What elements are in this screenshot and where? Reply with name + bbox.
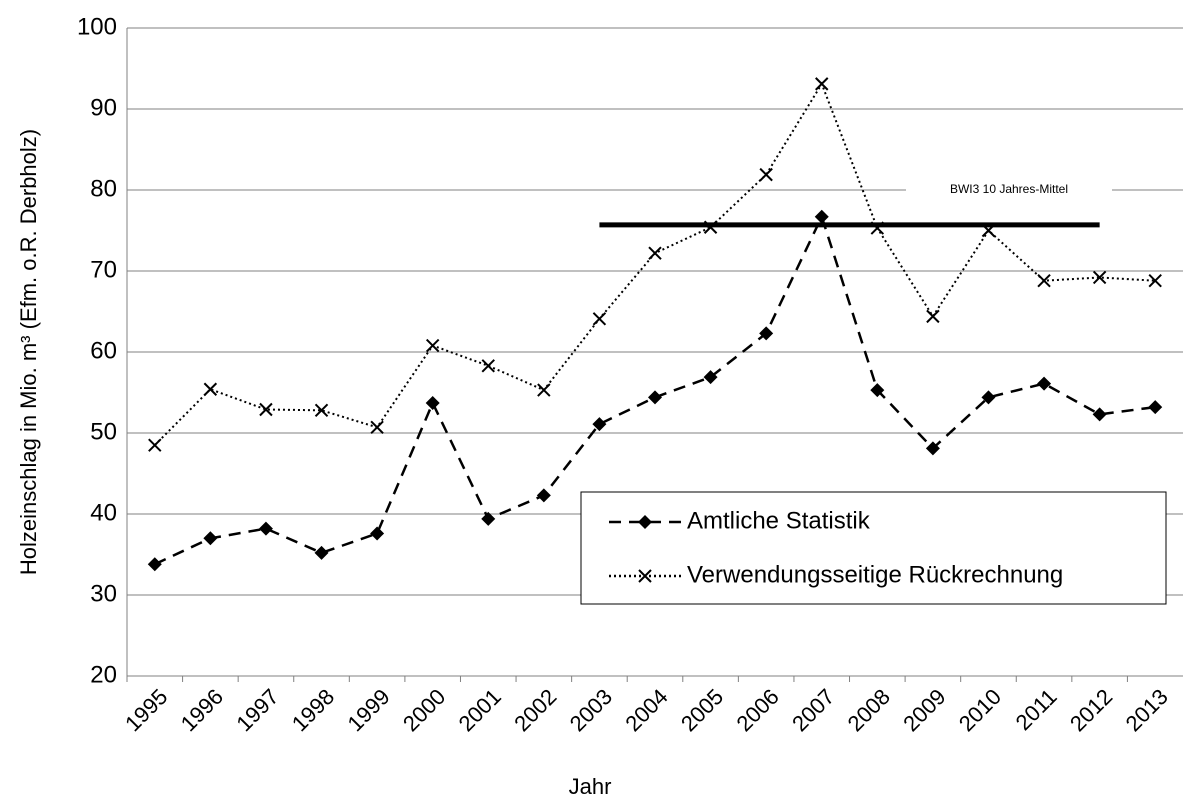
marker — [759, 326, 774, 341]
x-tick-label: 2006 — [732, 684, 784, 736]
marker — [203, 382, 218, 396]
x-tick-label: 2012 — [1065, 684, 1117, 736]
y-tick-label: 50 — [90, 418, 117, 445]
y-tick-label: 80 — [90, 175, 117, 202]
y-tick-label: 20 — [90, 661, 117, 688]
y-tick-label: 100 — [77, 13, 117, 40]
y-tick-label: 90 — [90, 94, 117, 121]
x-tick-label: 2001 — [454, 684, 506, 736]
marker — [425, 396, 440, 411]
marker — [981, 223, 996, 238]
x-tick-label: 1995 — [120, 684, 172, 736]
marker — [425, 338, 440, 353]
x-tick-label: 2004 — [620, 684, 672, 736]
marker — [259, 402, 273, 417]
marker — [759, 167, 773, 182]
marker — [592, 312, 607, 326]
legend-label: Amtliche Statistik — [687, 507, 871, 534]
marker — [814, 209, 829, 224]
y-tick-label: 30 — [90, 580, 117, 607]
marker — [481, 511, 496, 526]
marker — [370, 420, 384, 435]
marker — [703, 370, 718, 385]
y-axis-title: Holzeinschlag in Mio. m³ (Efm. o.R. Derb… — [16, 129, 41, 575]
marker — [592, 417, 607, 432]
marker — [648, 390, 662, 405]
marker — [314, 545, 329, 560]
marker — [147, 557, 162, 572]
marker — [925, 441, 940, 456]
marker — [536, 488, 551, 503]
x-tick-label: 2005 — [676, 684, 728, 736]
marker — [314, 403, 329, 418]
x-tick-label: 2013 — [1121, 684, 1173, 736]
reference-label-bg — [906, 180, 1112, 200]
marker — [1092, 270, 1107, 285]
legend-label: Verwendungsseitige Rückrechnung — [687, 561, 1063, 588]
marker — [638, 515, 652, 529]
marker — [703, 220, 718, 234]
x-tick-label: 2002 — [509, 684, 561, 736]
marker — [1148, 400, 1163, 415]
reference-label: BWI3 10 Jahres-Mittel — [950, 182, 1068, 196]
x-tick-label: 2008 — [843, 684, 895, 736]
legend-box — [580, 491, 1167, 605]
marker — [1148, 274, 1162, 288]
x-tick-label: 2011 — [1011, 684, 1062, 735]
marker — [148, 438, 162, 452]
marker — [1092, 407, 1107, 422]
x-tick-label: 2007 — [787, 684, 839, 736]
x-tick-label: 2003 — [565, 684, 617, 736]
marker — [258, 521, 273, 536]
marker — [370, 526, 385, 541]
marker — [815, 77, 829, 91]
marker — [926, 309, 940, 324]
x-tick-label: 2010 — [954, 684, 1006, 736]
x-tick-label: 1997 — [231, 684, 283, 736]
marker — [638, 569, 652, 583]
x-tick-label: 2000 — [398, 684, 450, 736]
marker — [870, 383, 885, 398]
marker — [481, 359, 495, 373]
x-tick-label: 2009 — [898, 684, 950, 736]
x-tick-label: 1996 — [176, 684, 228, 736]
y-tick-label: 40 — [90, 499, 117, 526]
legend: Amtliche Statistik Verwendungsseitige Rüc… — [580, 491, 1167, 605]
y-tick-label: 60 — [90, 337, 117, 364]
marker — [1037, 274, 1051, 288]
x-tick-label: 1998 — [287, 684, 339, 736]
y-tick-label: 70 — [90, 256, 117, 283]
marker — [203, 531, 218, 546]
x-axis-title: Jahr — [569, 774, 612, 799]
marker — [870, 221, 885, 235]
marker — [981, 390, 996, 405]
marker — [537, 383, 551, 397]
x-tick-label: 1999 — [342, 684, 394, 736]
marker — [1037, 376, 1052, 391]
marker — [648, 246, 662, 260]
